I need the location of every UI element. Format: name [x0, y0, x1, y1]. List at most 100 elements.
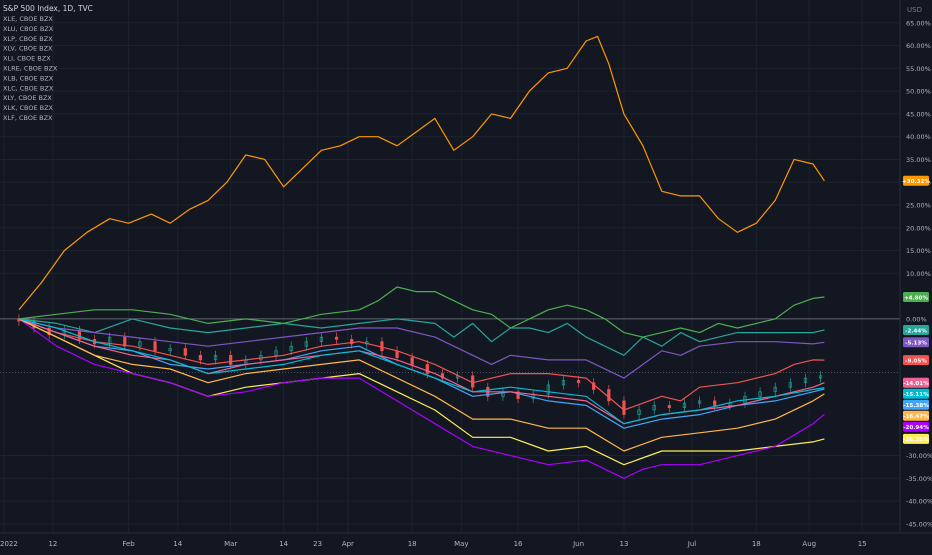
x-tick-label: Jun — [572, 540, 584, 548]
legend-entry[interactable]: XLB, CBOE BZX — [3, 74, 54, 82]
x-tick-label: 12 — [48, 540, 57, 548]
x-tick-label: Aug — [802, 540, 816, 548]
legend-entry[interactable]: XLK, CBOE BZX — [3, 104, 54, 112]
series-lines — [18, 35, 825, 479]
candle-body — [47, 327, 51, 336]
x-tick-label: 15 — [858, 540, 867, 548]
last-value-label: +30.32% — [902, 179, 930, 185]
legend-entry[interactable]: XLF, CBOE BZX — [3, 114, 53, 122]
last-value-badge — [903, 399, 929, 410]
legend-entry[interactable]: XLP, CBOE BZX — [3, 35, 53, 43]
candle-body — [516, 391, 520, 399]
y-tick-label: 0.00% — [906, 315, 927, 323]
y-tick-label: 10.00% — [906, 270, 931, 278]
legend-entry[interactable]: XLRE, CBOE BZX — [3, 65, 58, 73]
chart-title: S&P 500 Index, 1D, TVC — [3, 4, 93, 13]
last-value-label: -2.44% — [905, 328, 927, 334]
candle-body — [153, 341, 157, 352]
candle-body — [334, 336, 339, 340]
candle-body — [576, 380, 581, 383]
x-tick-label: 14 — [173, 540, 182, 548]
last-value-badge — [903, 355, 929, 366]
y-tick-label: 45.00% — [906, 110, 931, 118]
candle-body — [667, 405, 671, 409]
candle-body — [697, 400, 702, 404]
candle-body — [304, 341, 308, 347]
y-tick-label: 60.00% — [906, 42, 931, 50]
last-value-badges: +30.32% +4.80% -2.44% -5.13% -9.05% -14.01% -1… — [902, 175, 930, 444]
y-tick-label: 15.00% — [906, 247, 931, 255]
last-value-badge — [903, 292, 929, 303]
x-tick-label: 13 — [619, 540, 628, 548]
candle-body — [350, 339, 354, 345]
candle-body — [183, 348, 187, 356]
legend-entry[interactable]: XLE, CBOE BZX — [3, 15, 53, 23]
last-value-label: -15.38% — [903, 403, 929, 409]
last-value-label: -14.01% — [903, 381, 929, 387]
candle-body — [637, 409, 641, 415]
legend-entry[interactable]: XLI, CBOE BZX — [3, 55, 51, 63]
last-value-label: -20.94% — [903, 425, 929, 431]
candle-body — [788, 382, 792, 388]
x-tick-label: 16 — [514, 540, 523, 548]
candle-body — [395, 350, 399, 358]
legend-entry[interactable]: XLU, CBOE BZX — [3, 25, 54, 33]
y-tick-label: -40.00% — [906, 498, 932, 506]
x-tick-label: 14 — [279, 540, 288, 548]
y-tick-label: -45.00% — [906, 520, 932, 528]
x-tick-label: Mar — [224, 540, 237, 548]
gridlines — [0, 0, 900, 533]
last-value-badge — [903, 421, 929, 432]
y-tick-label: 65.00% — [906, 19, 931, 27]
candle-body — [319, 336, 324, 342]
series-line[interactable] — [18, 318, 825, 356]
candle-body — [229, 355, 233, 365]
candle-body — [546, 384, 550, 395]
candle-body — [138, 341, 142, 347]
x-tick-label: 2022 — [0, 540, 18, 548]
legend[interactable]: S&P 500 Index, 1D, TVC XLE, CBOE BZX XLU,… — [3, 4, 93, 122]
y-tick-label: 35.00% — [906, 156, 931, 164]
legend-entry[interactable]: XLC, CBOE BZX — [3, 84, 54, 92]
x-axis: 2022 12 Feb 14 Mar 14 23 Apr 18 May 16 Jun 13 Jul 18 Au… — [0, 540, 867, 548]
legend-entry[interactable]: XLY, CBOE BZX — [3, 94, 52, 102]
last-value-label: -15.11% — [903, 392, 929, 398]
y-tick-label: 50.00% — [906, 88, 931, 96]
candle-body — [607, 389, 611, 402]
candle-body — [380, 341, 384, 352]
candle-body — [213, 355, 218, 361]
candle-body — [773, 386, 777, 393]
x-tick-label: 18 — [408, 540, 417, 548]
candle-body — [682, 402, 687, 409]
candle-body — [425, 364, 429, 374]
candle-body — [168, 348, 172, 352]
last-value-badge — [903, 388, 929, 399]
y-tick-label: 40.00% — [906, 133, 931, 141]
legend-entry[interactable]: XLV, CBOE BZX — [3, 45, 53, 53]
x-tick-label: 18 — [752, 540, 761, 548]
series-line[interactable] — [18, 318, 825, 452]
series-line[interactable] — [18, 35, 825, 311]
y-tick-label: -35.00% — [906, 475, 932, 483]
series-line[interactable] — [18, 318, 825, 425]
x-tick-label: May — [454, 540, 468, 548]
candle-body — [818, 375, 823, 379]
candle-body — [123, 336, 127, 347]
series-line[interactable] — [18, 318, 825, 379]
series-line[interactable] — [18, 318, 825, 425]
y-tick-label: -30.00% — [906, 452, 932, 460]
candle-body — [652, 405, 656, 411]
candle-body — [713, 400, 717, 406]
candle-body — [561, 380, 566, 386]
last-value-badge — [903, 377, 929, 388]
candle-body — [803, 377, 808, 383]
candle-body — [471, 375, 475, 388]
series-line[interactable] — [18, 318, 825, 411]
last-value-badge — [903, 337, 929, 348]
candle-body — [198, 355, 203, 361]
last-value-label: -9.05% — [905, 358, 927, 364]
series-line[interactable] — [18, 318, 825, 479]
candle-body — [274, 350, 278, 356]
